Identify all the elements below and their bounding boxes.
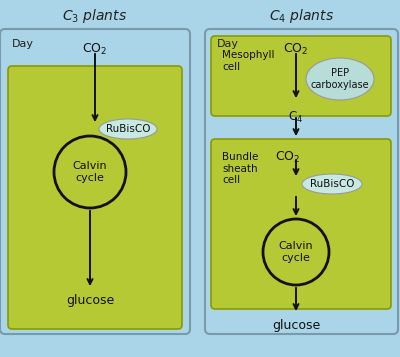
Text: CO$_2$: CO$_2$	[275, 150, 301, 165]
FancyBboxPatch shape	[211, 36, 391, 116]
Circle shape	[54, 136, 126, 208]
FancyBboxPatch shape	[0, 29, 190, 334]
Text: PEP
carboxylase: PEP carboxylase	[311, 68, 369, 90]
Text: C$_3$ plants: C$_3$ plants	[62, 7, 128, 25]
Text: Calvin
cycle: Calvin cycle	[73, 161, 107, 183]
Text: Day: Day	[12, 39, 34, 49]
Text: RuBisCO: RuBisCO	[310, 179, 354, 189]
Ellipse shape	[306, 58, 374, 100]
Text: Calvin
cycle: Calvin cycle	[279, 241, 313, 263]
Circle shape	[263, 219, 329, 285]
Text: CO$_2$: CO$_2$	[283, 42, 309, 57]
Ellipse shape	[99, 119, 157, 139]
Text: CO$_2$: CO$_2$	[82, 42, 108, 57]
Text: RuBisCO: RuBisCO	[106, 124, 150, 134]
Ellipse shape	[302, 174, 362, 194]
Text: C$_4$: C$_4$	[288, 110, 304, 125]
Text: Mesophyll
cell: Mesophyll cell	[222, 50, 274, 72]
Text: Bundle
sheath
cell: Bundle sheath cell	[222, 152, 258, 185]
Text: glucose: glucose	[66, 294, 114, 307]
FancyBboxPatch shape	[205, 29, 398, 334]
Text: glucose: glucose	[272, 319, 320, 332]
FancyBboxPatch shape	[8, 66, 182, 329]
FancyBboxPatch shape	[211, 139, 391, 309]
Text: Day: Day	[217, 39, 239, 49]
Text: C$_4$ plants: C$_4$ plants	[270, 7, 334, 25]
